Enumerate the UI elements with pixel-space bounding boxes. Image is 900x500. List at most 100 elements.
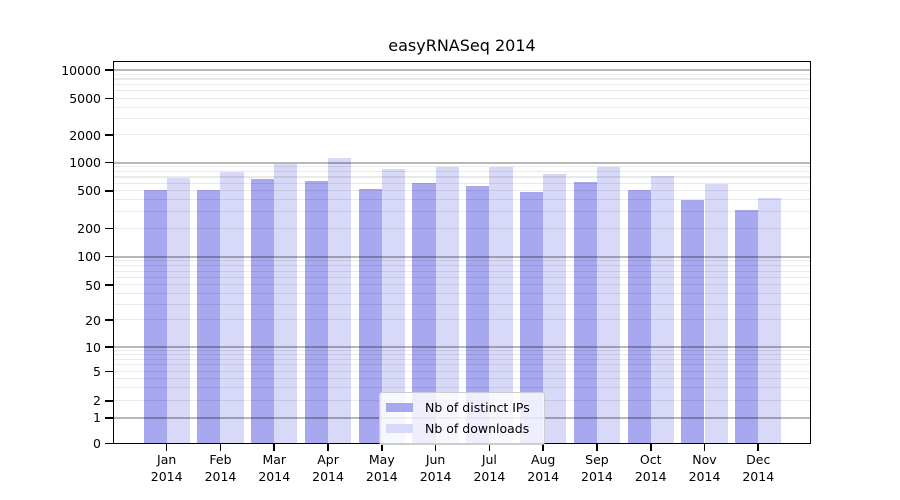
y-tick	[105, 69, 113, 71]
gridline-minor	[113, 118, 811, 120]
gridline-minor	[113, 73, 811, 75]
gridline-minor	[113, 176, 811, 178]
gridline-minor	[113, 319, 811, 321]
gridline-minor	[113, 182, 811, 184]
bar-downloads-sep	[596, 166, 621, 444]
x-tick	[757, 444, 760, 451]
gridline-minor	[113, 370, 811, 372]
bar-distinct-ips-may	[358, 189, 382, 444]
y-tick	[105, 190, 113, 192]
gridline-major	[113, 69, 811, 71]
gridline-minor	[113, 284, 811, 286]
x-tick	[596, 444, 598, 451]
gridline-minor	[113, 134, 811, 136]
bar-downloads-jun	[435, 166, 459, 444]
x-tick	[434, 444, 437, 451]
x-tick	[219, 444, 222, 451]
bar-downloads-aug	[543, 173, 567, 444]
gridline-minor	[113, 83, 811, 86]
y-tick-label: 5000	[69, 90, 101, 106]
x-tick-label-dec: Dec 2014	[742, 452, 775, 484]
x-tick	[649, 444, 652, 451]
y-tick-label: 2000	[69, 127, 101, 143]
bar-downloads-jan	[166, 177, 190, 444]
x-tick-label-jul: Jul 2014	[473, 452, 506, 484]
x-tick	[327, 444, 329, 451]
x-tick	[703, 444, 706, 451]
x-tick-label-nov: Nov 2014	[688, 452, 721, 484]
y-tick-label: 200	[77, 220, 101, 236]
bar-distinct-ips-oct	[627, 189, 651, 444]
y-tick	[105, 284, 113, 286]
gridline-minor	[113, 97, 811, 99]
bar-distinct-ips-apr	[304, 181, 329, 444]
y-tick-label: 5	[93, 363, 101, 379]
gridline-minor	[113, 292, 811, 294]
x-tick-label-sep: Sep 2014	[581, 452, 613, 484]
x-tick	[165, 444, 168, 451]
y-tick	[105, 346, 113, 348]
y-tick-label: 10000	[61, 62, 101, 78]
y-tick	[105, 227, 113, 230]
x-tick-label-aug: Aug 2014	[527, 452, 560, 484]
y-tick	[105, 400, 113, 402]
y-tick-label: 2	[93, 393, 101, 409]
chart-title: easyRNASeq 2014	[388, 36, 536, 55]
bar-distinct-ips-jun	[412, 183, 436, 444]
bar-distinct-ips-nov	[681, 199, 705, 444]
bar-distinct-ips-jul	[466, 186, 490, 444]
downloads-swatch	[386, 424, 413, 433]
gridline-minor	[113, 349, 811, 352]
gridline-major	[113, 346, 811, 348]
gridline-minor	[113, 190, 811, 192]
gridline-minor	[113, 106, 811, 108]
gridline-minor	[113, 171, 811, 173]
gridline-major	[113, 162, 811, 164]
plot-area: Nb of distinct IPs Nb of downloads	[113, 61, 811, 445]
y-tick	[105, 370, 113, 373]
gridline-minor	[113, 166, 811, 168]
y-tick-label: 500	[77, 183, 101, 199]
gridline-minor	[113, 78, 811, 80]
gridline-major	[113, 256, 811, 258]
bar-downloads-mar	[274, 164, 298, 444]
bar-distinct-ips-dec	[735, 210, 759, 444]
y-tick	[105, 97, 113, 100]
bar-distinct-ips-sep	[573, 182, 597, 444]
bar-downloads-jul	[489, 167, 513, 444]
bar-downloads-dec	[758, 197, 782, 444]
y-tick-label: 20	[85, 312, 101, 328]
bar-downloads-nov	[704, 184, 728, 444]
y-tick	[105, 319, 113, 321]
x-tick	[273, 444, 276, 451]
y-tick	[105, 134, 113, 136]
y-tick-label: 1	[93, 410, 101, 426]
bar-distinct-ips-aug	[519, 191, 544, 444]
bar-downloads-feb	[220, 172, 244, 444]
x-tick	[542, 444, 544, 451]
legend: Nb of distinct IPs Nb of downloads	[379, 392, 545, 445]
y-tick-label: 0	[93, 436, 101, 451]
bar-distinct-ips-feb	[197, 189, 221, 444]
x-tick-label-oct: Oct 2014	[634, 452, 667, 484]
legend-row-distinct-ips: Nb of distinct IPs	[386, 397, 538, 418]
y-tick-label: 50	[85, 277, 101, 293]
gridline-minor	[113, 90, 811, 92]
bar-distinct-ips-jan	[143, 189, 167, 444]
y-tick-label: 10	[85, 339, 101, 355]
x-tick-label-mar: Mar 2014	[258, 452, 291, 484]
bar-downloads-may	[381, 168, 405, 444]
gridline-minor	[113, 270, 811, 272]
x-tick-label-feb: Feb 2014	[204, 452, 237, 484]
gridline-minor	[113, 227, 811, 229]
gridline-minor	[113, 377, 811, 379]
x-tick	[488, 444, 491, 451]
x-tick-label-jun: Jun 2014	[419, 452, 452, 484]
x-tick-label-may: May 2014	[365, 452, 398, 484]
legend-label-downloads: Nb of downloads	[425, 420, 530, 436]
gridline-minor	[113, 199, 811, 201]
distinct-ips-swatch	[386, 403, 413, 412]
bar-downloads-apr	[328, 157, 352, 444]
y-tick	[105, 442, 113, 445]
